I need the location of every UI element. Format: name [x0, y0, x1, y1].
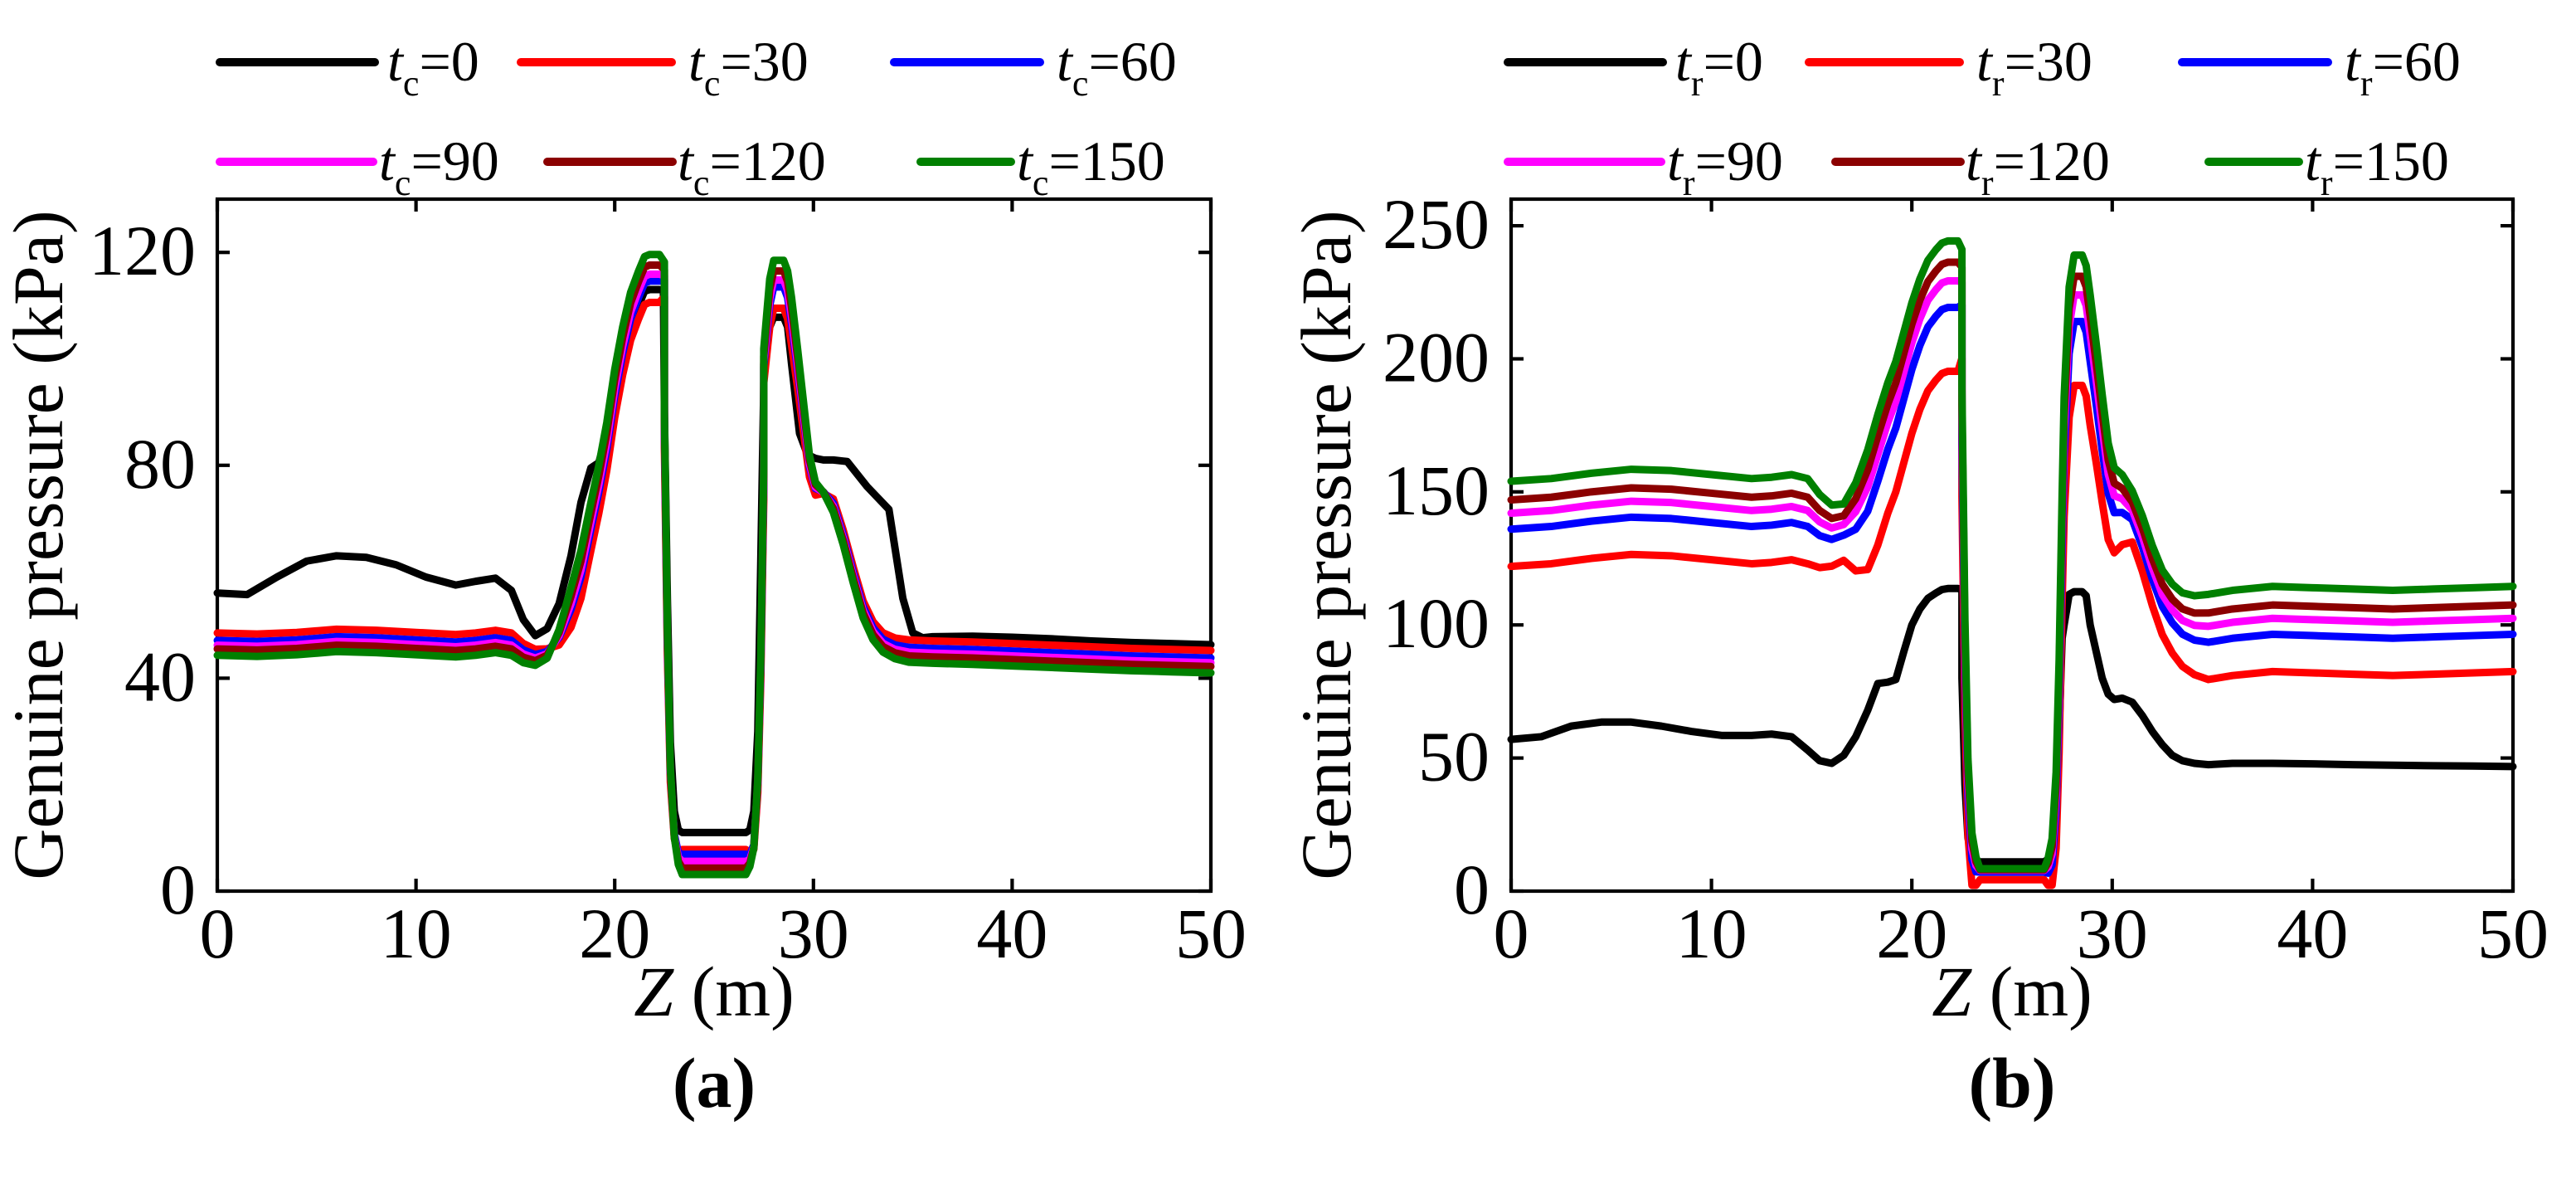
svg-text:tr=0: tr=0 [1675, 30, 1763, 104]
svg-text:Z (m): Z (m) [634, 952, 795, 1031]
svg-text:40: 40 [2277, 894, 2348, 973]
svg-text:tc=90: tc=90 [379, 129, 499, 203]
svg-text:Genuine pressure (kPa): Genuine pressure (kPa) [0, 210, 78, 879]
svg-text:tr=90: tr=90 [1667, 129, 1783, 203]
svg-text:120: 120 [89, 211, 196, 290]
svg-text:Genuine pressure (kPa): Genuine pressure (kPa) [1288, 210, 1366, 879]
svg-text:(a): (a) [673, 1043, 756, 1123]
svg-text:100: 100 [1383, 583, 1490, 663]
svg-text:0: 0 [1454, 850, 1490, 929]
svg-text:10: 10 [1676, 894, 1747, 973]
svg-text:10: 10 [381, 894, 452, 973]
svg-text:Z (m): Z (m) [1932, 952, 2092, 1031]
svg-text:150: 150 [1383, 451, 1490, 530]
svg-text:(b): (b) [1968, 1043, 2055, 1123]
svg-text:tr=60: tr=60 [2345, 30, 2461, 104]
svg-text:tc=150: tc=150 [1017, 129, 1165, 203]
svg-text:tc=120: tc=120 [678, 129, 826, 203]
svg-text:0: 0 [1494, 894, 1529, 973]
svg-text:40: 40 [976, 894, 1047, 973]
svg-text:50: 50 [1418, 717, 1490, 797]
svg-text:tr=120: tr=120 [1966, 129, 2110, 203]
svg-text:80: 80 [124, 424, 196, 504]
svg-text:200: 200 [1383, 318, 1490, 397]
svg-text:tc=0: tc=0 [387, 30, 479, 104]
svg-text:tc=60: tc=60 [1057, 30, 1177, 104]
svg-text:0: 0 [200, 894, 236, 973]
svg-text:50: 50 [2477, 894, 2549, 973]
svg-text:40: 40 [124, 636, 196, 716]
svg-text:tc=30: tc=30 [688, 30, 809, 104]
svg-text:250: 250 [1383, 184, 1490, 264]
svg-text:50: 50 [1175, 894, 1247, 973]
svg-text:tr=150: tr=150 [2305, 129, 2449, 203]
svg-text:0: 0 [160, 850, 196, 929]
svg-text:tr=30: tr=30 [1976, 30, 2092, 104]
